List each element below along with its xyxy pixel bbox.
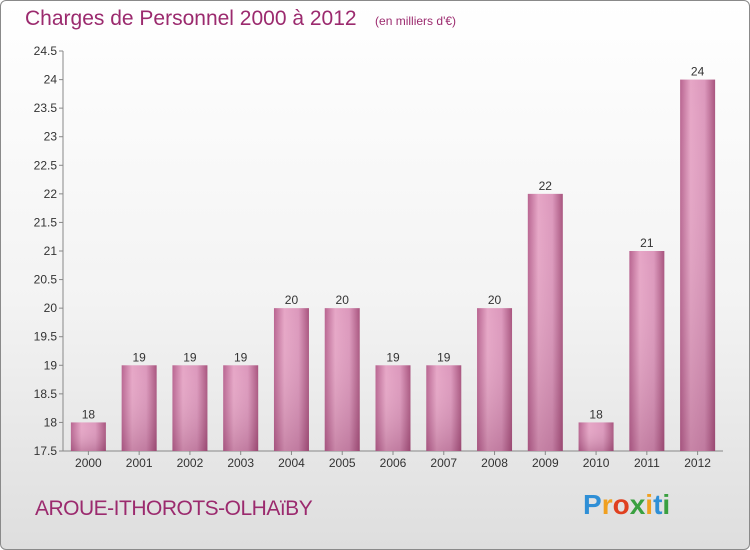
value-label: 21 bbox=[640, 236, 654, 250]
x-tick-label: 2004 bbox=[278, 456, 305, 470]
logo-letter: t bbox=[653, 489, 663, 520]
y-tick-label: 23 bbox=[44, 130, 58, 144]
bar-shade-2005 bbox=[324, 308, 360, 451]
x-tick-label: 2010 bbox=[583, 456, 610, 470]
value-label: 20 bbox=[336, 293, 350, 307]
value-label: 20 bbox=[488, 293, 502, 307]
y-tick-label: 20.5 bbox=[34, 273, 58, 287]
value-label: 22 bbox=[539, 179, 553, 193]
y-tick-label: 20 bbox=[44, 301, 58, 315]
bar-shade-2002 bbox=[172, 365, 208, 451]
x-tick-label: 2006 bbox=[380, 456, 407, 470]
y-tick-label: 18 bbox=[44, 415, 58, 429]
bar-shade-2007 bbox=[426, 365, 462, 451]
logo-letter: x bbox=[629, 489, 646, 520]
bar-shade-2010 bbox=[578, 422, 614, 451]
value-label: 24 bbox=[691, 65, 705, 79]
x-tick-label: 2012 bbox=[684, 456, 711, 470]
bar-shade-2006 bbox=[375, 365, 411, 451]
bar-shade-2004 bbox=[273, 308, 309, 451]
value-labels-group: 18 19 19 19 20 20 19 19 20 22 18 21 24 bbox=[82, 65, 705, 422]
logo-letter: o bbox=[612, 489, 630, 520]
value-label: 18 bbox=[82, 407, 96, 421]
logo-letter: i bbox=[645, 489, 654, 520]
bar-shade-2001 bbox=[121, 365, 157, 451]
chart-title: Charges de Personnel 2000 à 2012 bbox=[25, 7, 357, 30]
bar-shade-2003 bbox=[223, 365, 259, 451]
value-label: 19 bbox=[234, 350, 248, 364]
y-tick-label: 21 bbox=[44, 244, 58, 258]
title-row: Charges de Personnel 2000 à 2012 (en mil… bbox=[25, 7, 456, 31]
logo-letter: r bbox=[601, 489, 613, 520]
chart-subtitle: (en milliers d'€) bbox=[375, 14, 457, 28]
y-tick-label: 24.5 bbox=[34, 44, 58, 58]
x-tick-label: 2001 bbox=[126, 456, 153, 470]
x-tick-label: 2005 bbox=[329, 456, 356, 470]
y-tick-label: 19.5 bbox=[34, 330, 58, 344]
value-label: 19 bbox=[386, 350, 400, 364]
x-tick-label: 2009 bbox=[532, 456, 559, 470]
bars-group bbox=[70, 79, 716, 452]
y-tick-label: 18.5 bbox=[34, 387, 58, 401]
bar-shade-2011 bbox=[629, 251, 665, 451]
y-tick-label: 22 bbox=[44, 187, 58, 201]
bar-shade-2000 bbox=[70, 422, 106, 451]
commune-name: AROUE-ITHOROTS-OLHAïBY bbox=[35, 497, 313, 520]
proxiti-logo: Proxiti bbox=[583, 489, 670, 521]
y-tick-label: 21.5 bbox=[34, 215, 58, 229]
x-tick-label: 2011 bbox=[634, 456, 660, 470]
value-label: 19 bbox=[132, 350, 146, 364]
y-tick-label: 22.5 bbox=[34, 158, 58, 172]
logo-letter: P bbox=[583, 489, 602, 520]
value-label: 18 bbox=[589, 407, 603, 421]
x-tick-label: 2007 bbox=[430, 456, 457, 470]
bar-shade-2012 bbox=[680, 79, 716, 452]
x-tick-label: 2008 bbox=[481, 456, 508, 470]
value-label: 19 bbox=[183, 350, 197, 364]
y-tick-label: 24 bbox=[44, 73, 58, 87]
logo-letter: i bbox=[662, 489, 671, 520]
bar-shade-2008 bbox=[477, 308, 513, 451]
x-tick-label: 2002 bbox=[177, 456, 204, 470]
x-tick-label: 2000 bbox=[75, 456, 102, 470]
value-label: 19 bbox=[437, 350, 451, 364]
y-tick-label: 19 bbox=[44, 358, 58, 372]
y-tick-label: 23.5 bbox=[34, 101, 58, 115]
x-tick-label: 2003 bbox=[227, 456, 254, 470]
y-tick-label: 17.5 bbox=[34, 444, 58, 458]
bar-shade-2009 bbox=[527, 193, 563, 451]
value-label: 20 bbox=[285, 293, 299, 307]
